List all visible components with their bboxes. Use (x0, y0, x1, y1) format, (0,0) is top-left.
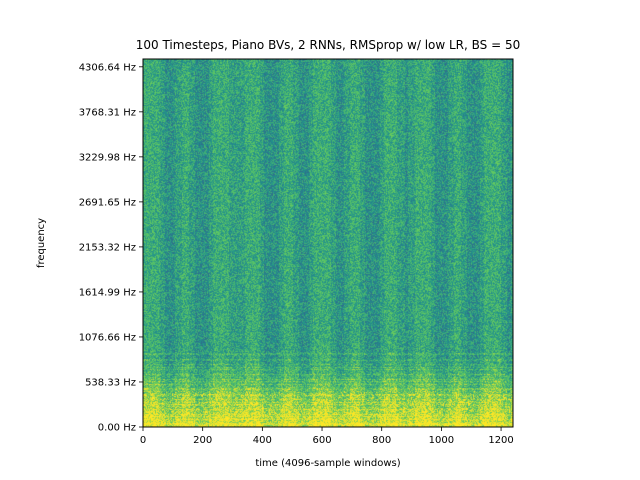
x-tick-label: 1000 (429, 435, 454, 446)
y-tick-label: 0.00 Hz (98, 423, 136, 434)
x-axis-title: time (4096-sample windows) (255, 458, 400, 469)
y-tick-label: 538.33 Hz (85, 377, 136, 388)
x-axis-ticks: 0 200 400 600 800 1000 1200 (140, 427, 514, 446)
y-tick-label: 1076.66 Hz (79, 332, 136, 343)
y-tick-label: 3229.98 Hz (79, 152, 136, 163)
x-tick-label: 0 (140, 435, 146, 446)
chart-title: 100 Timesteps, Piano BVs, 2 RNNs, RMSpro… (136, 38, 521, 52)
plot-area (142, 58, 514, 428)
y-axis-ticks: 0.00 Hz 538.33 Hz 1076.66 Hz 1614.99 Hz 2153… (79, 62, 143, 434)
y-tick-label: 2691.65 Hz (79, 197, 136, 208)
plot-frame (142, 58, 514, 428)
x-tick-label: 400 (253, 435, 272, 446)
spectrogram-image-holder (143, 59, 513, 427)
y-tick-label: 2153.32 Hz (79, 242, 136, 253)
y-tick-label: 4306.64 Hz (79, 62, 136, 73)
spectrogram-heatmap (143, 59, 513, 427)
y-axis-title: frequency (36, 218, 47, 268)
y-tick-label: 3768.31 Hz (79, 107, 136, 118)
x-tick-label: 1200 (488, 435, 513, 446)
x-tick-label: 600 (312, 435, 331, 446)
x-tick-label: 800 (372, 435, 391, 446)
y-tick-label: 1614.99 Hz (79, 287, 136, 298)
x-tick-label: 200 (193, 435, 212, 446)
